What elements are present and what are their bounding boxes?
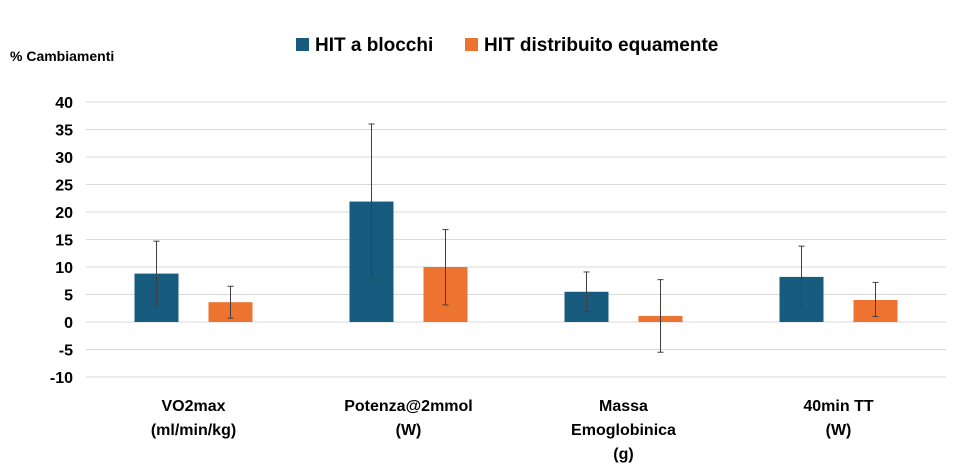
error-bars: [153, 123, 879, 353]
y-tick-label: 0: [64, 315, 73, 332]
y-tick-label: -5: [59, 343, 73, 360]
category-label: Massa Emoglobinica (g): [571, 398, 676, 463]
category-label-line: VO2max: [161, 398, 225, 415]
gridlines: [86, 101, 946, 378]
category-label-line: Emoglobinica: [571, 422, 676, 439]
legend-label: HIT a blocchi: [315, 35, 433, 56]
category-label-line: Potenza@2mmol: [344, 398, 473, 415]
category-label-line: Massa: [599, 398, 648, 415]
y-tick-label: 10: [55, 260, 73, 277]
category-label-line: (ml/min/kg): [151, 422, 236, 439]
y-tick-label: 40: [55, 95, 73, 112]
y-tick-label: 25: [55, 178, 73, 195]
category-label: 40min TT (W): [803, 398, 873, 439]
legend: HIT a blocchi HIT distribuito equamente: [296, 35, 718, 56]
category-label: Potenza@2mmol (W): [344, 398, 473, 439]
y-tick-label: -10: [50, 370, 73, 387]
legend-label: HIT distribuito equamente: [484, 35, 718, 56]
category-label-line: 40min TT: [803, 398, 873, 415]
bars: [134, 201, 898, 322]
category-label-line: (g): [613, 446, 633, 463]
category-label-line: (W): [826, 422, 852, 439]
y-tick-label: 35: [55, 123, 73, 140]
legend-swatch: [465, 38, 478, 51]
y-tick-label: 20: [55, 205, 73, 222]
category-label-line: (W): [396, 422, 422, 439]
y-tick-label: 15: [55, 233, 73, 250]
y-axis-label: % Cambiamenti: [10, 48, 114, 64]
y-tick-label: 5: [64, 288, 73, 305]
category-labels: VO2max (ml/min/kg) Potenza@2mmol (W) Massa Em…: [151, 398, 874, 463]
category-label: VO2max (ml/min/kg): [151, 398, 236, 439]
y-tick-label: 30: [55, 150, 73, 167]
legend-swatch: [296, 38, 309, 51]
y-tick-labels: 40 35 30 25 20 15 10 5 0 -5 -10: [50, 95, 73, 387]
